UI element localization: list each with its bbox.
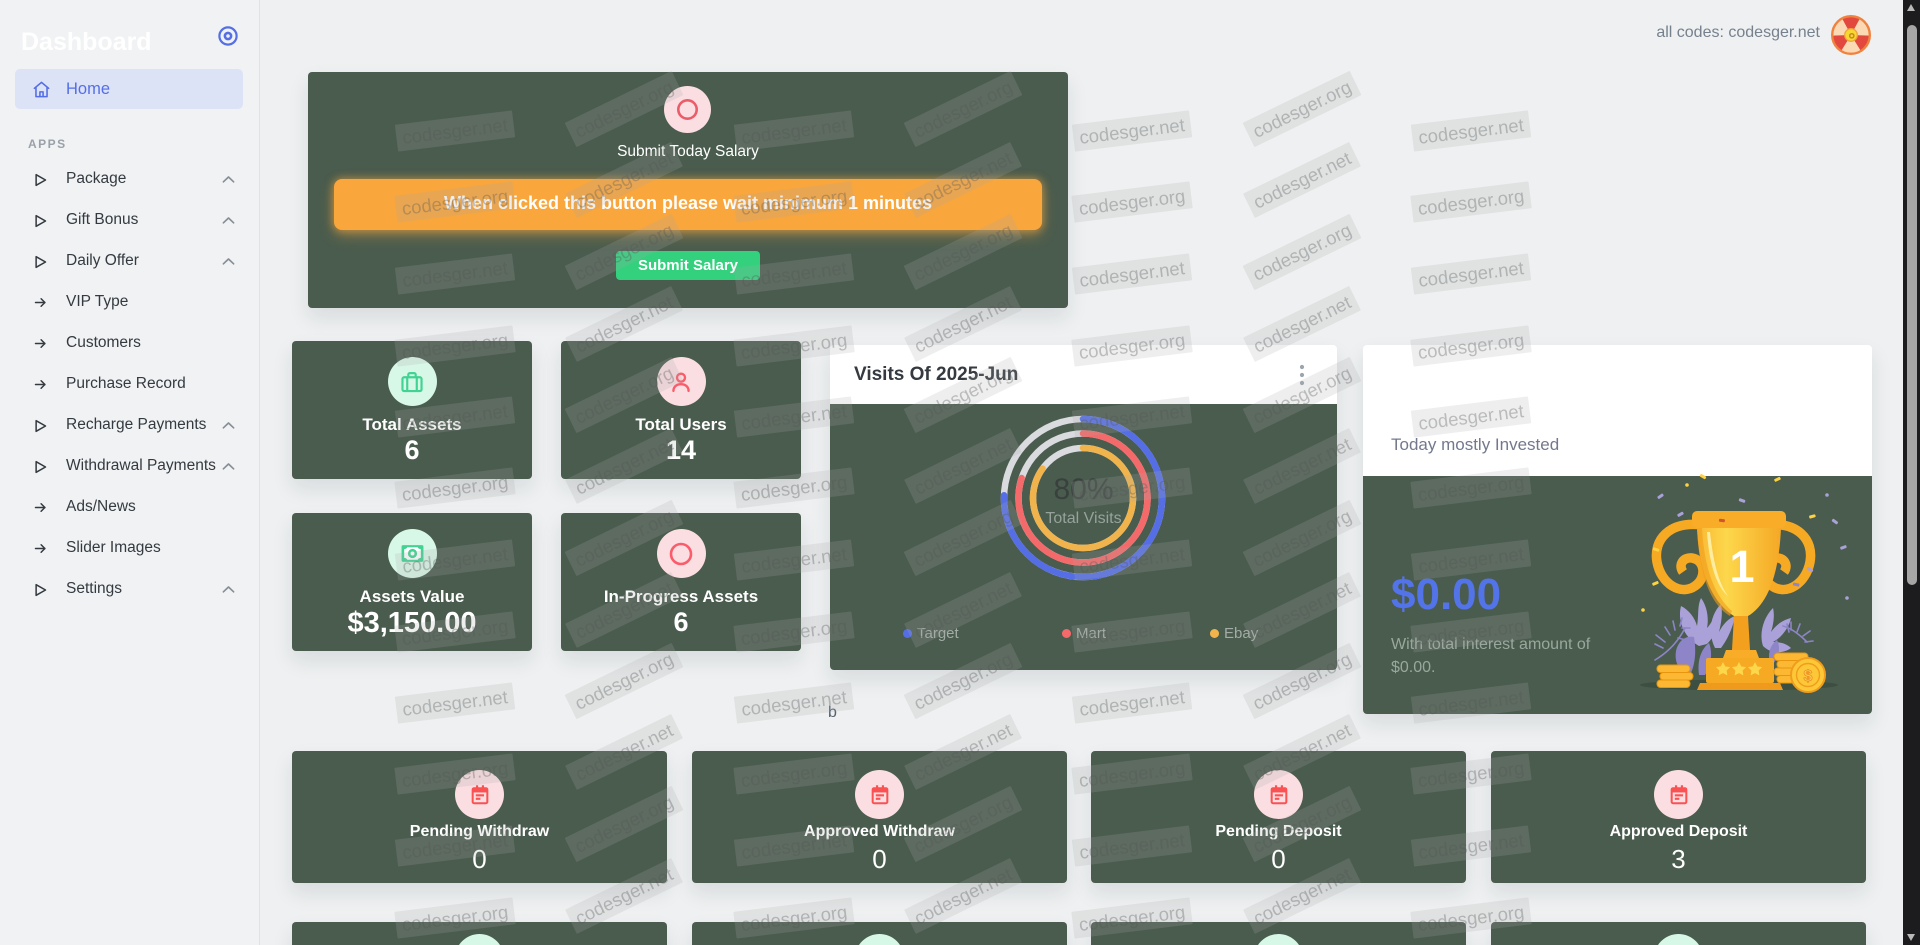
svg-text:$: $ xyxy=(1804,668,1813,685)
svg-text:1: 1 xyxy=(1729,541,1754,592)
